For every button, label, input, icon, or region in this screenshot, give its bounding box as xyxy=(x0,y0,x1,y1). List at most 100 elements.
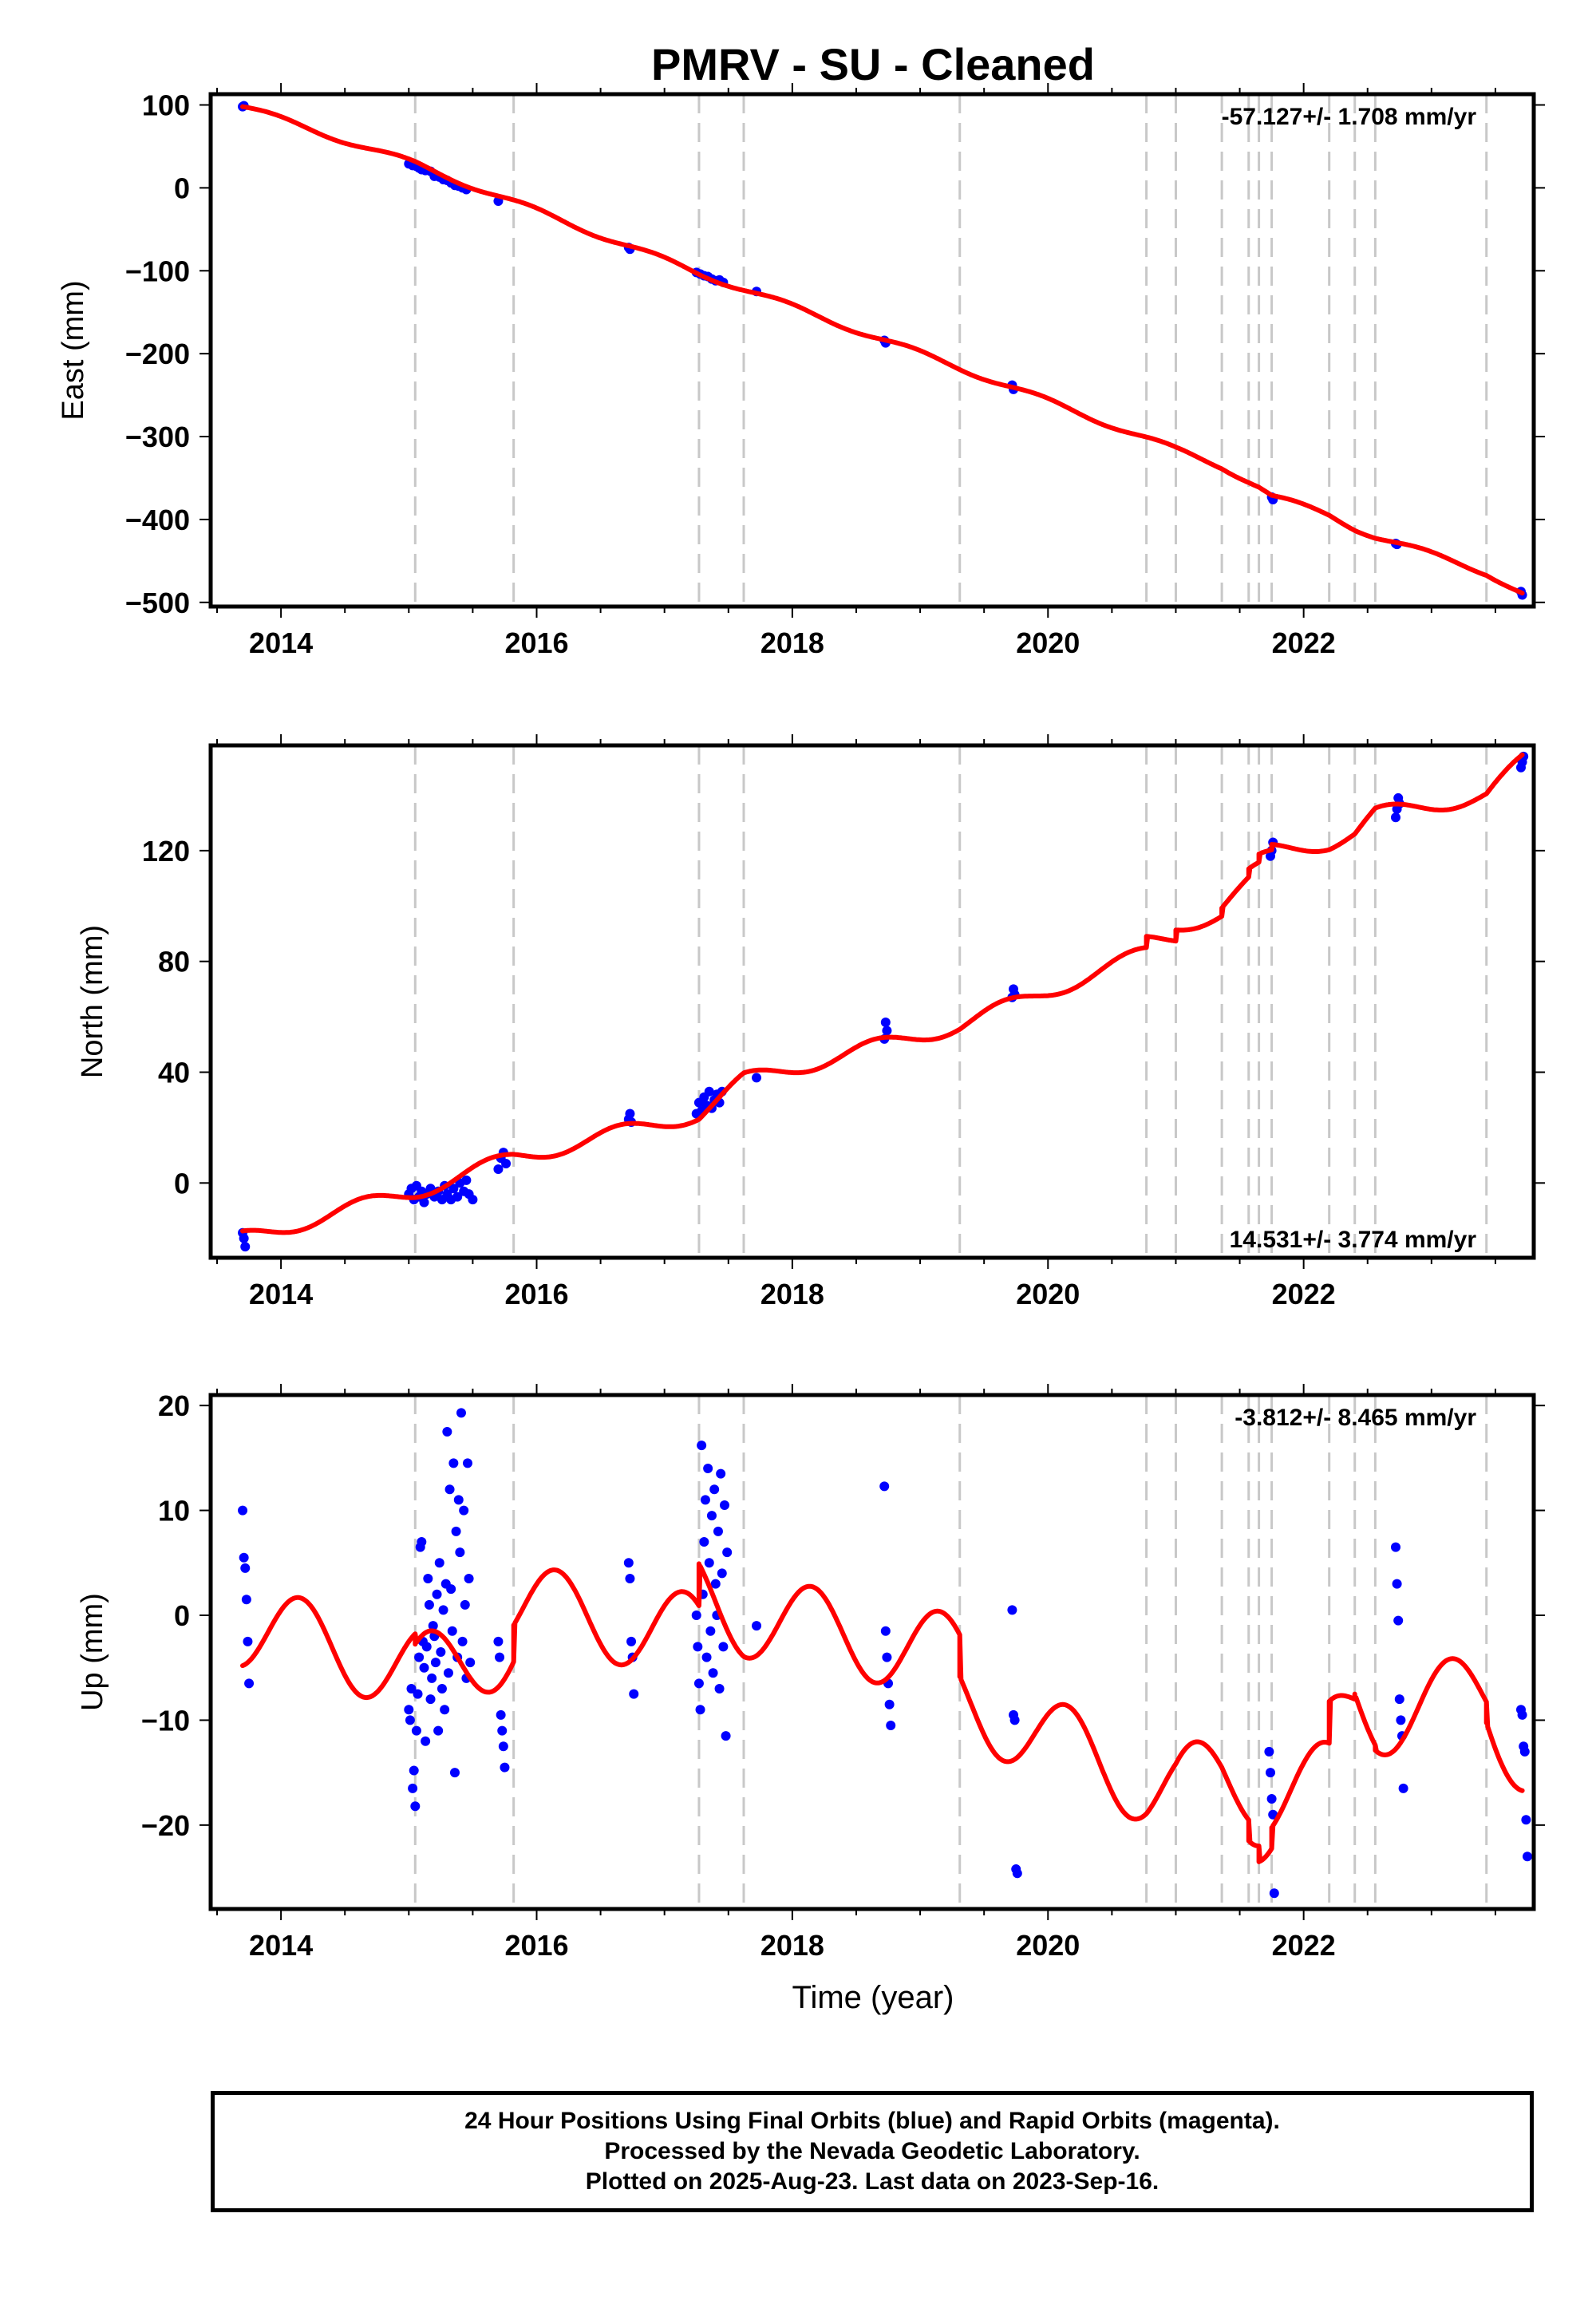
y-tick-label: 0 xyxy=(174,172,190,204)
y-tick-label: −300 xyxy=(125,421,190,453)
data-point xyxy=(1012,1868,1022,1879)
y-tick-label: −20 xyxy=(141,1809,190,1842)
footer-line-3: Plotted on 2025-Aug-23. Last data on 202… xyxy=(585,2168,1159,2195)
data-point xyxy=(693,1642,703,1652)
data-point xyxy=(704,1558,714,1568)
data-point xyxy=(410,1801,421,1812)
data-point xyxy=(626,1636,637,1646)
y-tick-label: 40 xyxy=(158,1056,190,1089)
velocity-label: -57.127+/- 1.708 mm/yr xyxy=(1222,104,1477,130)
data-point xyxy=(449,1768,460,1778)
plot-frame xyxy=(208,743,1536,1260)
data-point xyxy=(1264,1746,1274,1757)
data-point xyxy=(710,1579,721,1589)
data-point xyxy=(1394,1694,1404,1705)
y-axis-label: North (mm) xyxy=(76,925,109,1078)
data-point xyxy=(240,1242,251,1252)
y-tick-label: 80 xyxy=(158,946,190,978)
data-point xyxy=(1398,1783,1408,1793)
data-point xyxy=(459,1505,469,1516)
data-point xyxy=(432,1589,442,1599)
data-point xyxy=(425,1694,436,1705)
data-point xyxy=(456,1408,466,1418)
y-tick-label: −200 xyxy=(125,338,190,370)
data-point xyxy=(1519,1746,1530,1757)
data-point xyxy=(465,1658,476,1668)
data-point xyxy=(460,1599,470,1610)
up-panel: 2014 2016 2018 2020 2022 20 10 0 −10 −20 Up (mm) -3… xyxy=(76,1384,1545,1962)
x-tick-label: 2018 xyxy=(760,1929,824,1962)
data-point xyxy=(447,1626,457,1636)
y-axis-label: East (mm) xyxy=(57,280,90,420)
data-point xyxy=(448,1184,459,1194)
data-point xyxy=(708,1668,718,1678)
data-point xyxy=(405,1715,415,1725)
x-tick-label: 2022 xyxy=(1272,1278,1336,1310)
data-point xyxy=(437,1684,447,1694)
data-point xyxy=(706,1511,717,1521)
data-point xyxy=(453,1495,464,1505)
data-point xyxy=(417,1537,427,1547)
plot-frame xyxy=(208,92,1536,609)
data-point xyxy=(239,1552,249,1563)
data-point xyxy=(629,1689,639,1699)
x-tick-label: 2020 xyxy=(1016,1278,1080,1310)
data-point xyxy=(1266,1768,1276,1778)
model-curve xyxy=(240,1561,1525,1864)
y-tick-label: −10 xyxy=(141,1704,190,1737)
data-point xyxy=(436,1647,446,1657)
x-tick-label: 2020 xyxy=(1016,626,1080,659)
data-point xyxy=(496,1709,506,1720)
data-point xyxy=(713,1526,723,1536)
data-point xyxy=(498,1741,508,1752)
data-point xyxy=(409,1765,419,1776)
x-tick-label: 2014 xyxy=(249,626,313,659)
data-point xyxy=(1393,1615,1404,1626)
data-point xyxy=(1007,1605,1017,1615)
data-point xyxy=(714,1684,725,1694)
data-point xyxy=(717,1568,727,1579)
data-point xyxy=(880,1626,891,1636)
plot-area xyxy=(211,1395,1534,1909)
data-point xyxy=(623,1558,634,1568)
data-point xyxy=(882,1026,892,1036)
data-point xyxy=(691,1611,701,1620)
data-point xyxy=(408,1783,418,1793)
data-layer xyxy=(238,1408,1532,1899)
east-panel: 2014 2016 2018 2020 2022 100 0 −100 −200 −300 −400… xyxy=(57,83,1545,659)
data-point xyxy=(428,1621,438,1631)
y-tick-label: 120 xyxy=(142,835,190,868)
data-point xyxy=(701,1652,712,1662)
plot-frame xyxy=(208,1393,1536,1911)
data-point xyxy=(884,1699,895,1709)
data-point xyxy=(446,1584,456,1595)
data-point xyxy=(699,1537,709,1547)
data-point xyxy=(703,1464,713,1473)
data-point xyxy=(414,1652,425,1662)
x-tick-label: 2016 xyxy=(504,1278,568,1310)
data-point xyxy=(1269,1888,1279,1899)
figure-title: PMRV - SU - Cleaned xyxy=(651,39,1095,89)
x-tick-label: 2016 xyxy=(504,626,568,659)
data-point xyxy=(693,1678,704,1689)
velocity-label: -3.812+/- 8.465 mm/yr xyxy=(1235,1405,1476,1431)
y-tick-label: 0 xyxy=(174,1167,190,1199)
data-point xyxy=(716,1468,726,1479)
x-axis-label: Time (year) xyxy=(792,1980,954,2015)
data-point xyxy=(695,1705,705,1715)
data-point xyxy=(709,1484,720,1495)
data-point xyxy=(444,1484,455,1495)
y-tick-label: 10 xyxy=(158,1495,190,1528)
data-point xyxy=(722,1547,733,1558)
footer-box: 24 Hour Positions Using Final Orbits (bl… xyxy=(211,2091,1534,2212)
data-point xyxy=(244,1678,255,1689)
data-point xyxy=(1517,1709,1527,1720)
model-curve xyxy=(240,104,1525,596)
data-layer xyxy=(238,101,1527,600)
x-tick-label: 2014 xyxy=(249,1278,313,1310)
data-point xyxy=(448,1458,459,1468)
footer-line-2: Processed by the Nevada Geodetic Laborat… xyxy=(604,2138,1140,2164)
data-point xyxy=(1390,812,1400,823)
data-layer xyxy=(238,751,1529,1252)
data-point xyxy=(1392,1579,1402,1589)
